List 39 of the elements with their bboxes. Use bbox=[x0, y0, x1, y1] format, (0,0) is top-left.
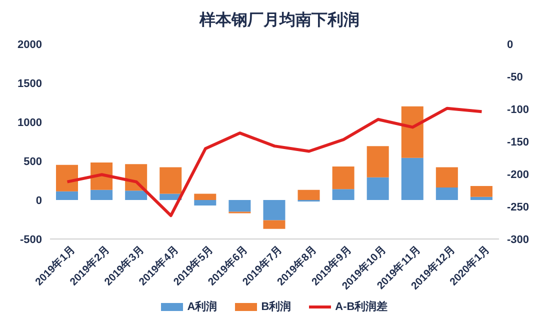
bar bbox=[228, 200, 251, 212]
bar bbox=[90, 190, 113, 200]
bar bbox=[366, 146, 389, 178]
bar bbox=[263, 220, 286, 229]
bar bbox=[56, 164, 78, 192]
bar bbox=[470, 186, 492, 197]
y-tick-label: 500 bbox=[24, 156, 42, 168]
bar bbox=[332, 189, 354, 200]
y2-tick-label: -200 bbox=[507, 168, 530, 181]
bar bbox=[263, 200, 286, 220]
bar bbox=[56, 191, 78, 200]
bar bbox=[160, 167, 182, 194]
bar bbox=[125, 190, 148, 200]
bar bbox=[332, 166, 354, 190]
legend-label: A-B利润差 bbox=[335, 300, 388, 314]
y-tick-label: 2000 bbox=[18, 38, 42, 51]
y-tick-label: -500 bbox=[20, 234, 42, 246]
bar bbox=[298, 190, 320, 200]
bar bbox=[194, 194, 216, 200]
y2-tick-label: -150 bbox=[507, 136, 530, 148]
y2-tick-label: -100 bbox=[507, 104, 530, 116]
bar bbox=[401, 106, 424, 158]
y2-tick-label: -250 bbox=[507, 201, 530, 214]
y2-tick-label: -50 bbox=[507, 71, 523, 84]
bar bbox=[470, 196, 492, 200]
y-tick-label: 1500 bbox=[18, 78, 42, 90]
y2-tick-label: 0 bbox=[507, 38, 514, 51]
legend-label: B利润 bbox=[261, 300, 292, 314]
bar bbox=[194, 200, 216, 206]
y-tick-label: 1000 bbox=[18, 116, 42, 129]
bar bbox=[436, 167, 458, 188]
legend-label: A利润 bbox=[187, 300, 218, 314]
y-tick-label: 0 bbox=[36, 194, 42, 207]
bar bbox=[436, 188, 458, 200]
y2-tick-label: -300 bbox=[507, 234, 530, 246]
line-series bbox=[66, 106, 484, 218]
bar bbox=[366, 177, 389, 200]
bar bbox=[401, 158, 424, 200]
chart-title: 样本钢厂月均南下利润 bbox=[198, 10, 360, 31]
